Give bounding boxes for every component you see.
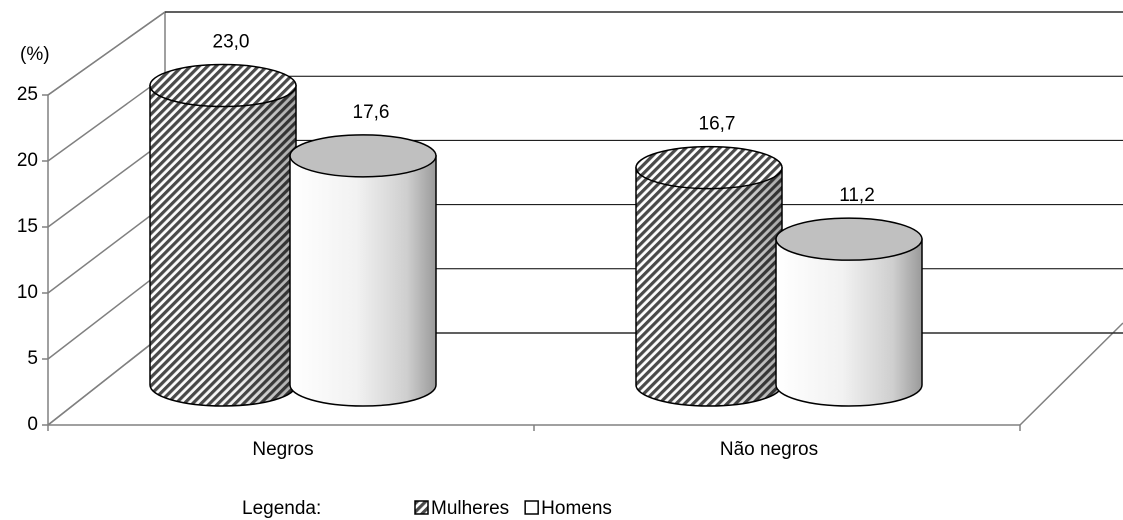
y-tick-label: 15 bbox=[17, 216, 38, 237]
grid-line bbox=[47, 204, 166, 294]
cylinder-top bbox=[289, 134, 437, 178]
cylinder-top bbox=[149, 63, 297, 108]
value-label: 17,6 bbox=[353, 102, 390, 123]
grid-line bbox=[47, 268, 166, 360]
y-tick-label: 20 bbox=[17, 150, 38, 171]
grid-line bbox=[47, 11, 166, 96]
y-tick-label: 25 bbox=[17, 84, 38, 105]
legend-title: Legenda: bbox=[242, 498, 321, 519]
cylinder-top bbox=[775, 217, 923, 261]
value-label: 23,0 bbox=[213, 32, 250, 53]
legend-swatch bbox=[414, 500, 429, 515]
x-tick-label: Não negros bbox=[720, 439, 818, 460]
y-tick-label: 5 bbox=[27, 348, 38, 369]
cylinder bbox=[289, 134, 437, 407]
legend-swatch bbox=[524, 500, 539, 515]
grid-line bbox=[47, 332, 166, 426]
cylinder-top bbox=[635, 145, 783, 190]
y-axis-label: (%) bbox=[20, 44, 50, 65]
cylinder bbox=[635, 145, 783, 407]
cylinder-shade bbox=[636, 167, 782, 406]
cylinder bbox=[775, 217, 923, 407]
legend-label: Mulheres bbox=[431, 498, 509, 519]
cylinder-shade bbox=[150, 85, 296, 406]
y-tick-label: 10 bbox=[17, 282, 38, 303]
cylinder-body bbox=[775, 238, 923, 407]
value-label: 11,2 bbox=[839, 185, 875, 206]
x-tick-label: Negros bbox=[252, 439, 313, 460]
y-tick-label: 0 bbox=[27, 414, 38, 435]
grid-line bbox=[47, 75, 166, 162]
value-label: 16,7 bbox=[699, 114, 736, 135]
legend-label: Homens bbox=[541, 498, 612, 519]
cylinder bbox=[149, 63, 297, 407]
grid-line bbox=[47, 139, 166, 228]
cylinder-body bbox=[289, 155, 437, 407]
